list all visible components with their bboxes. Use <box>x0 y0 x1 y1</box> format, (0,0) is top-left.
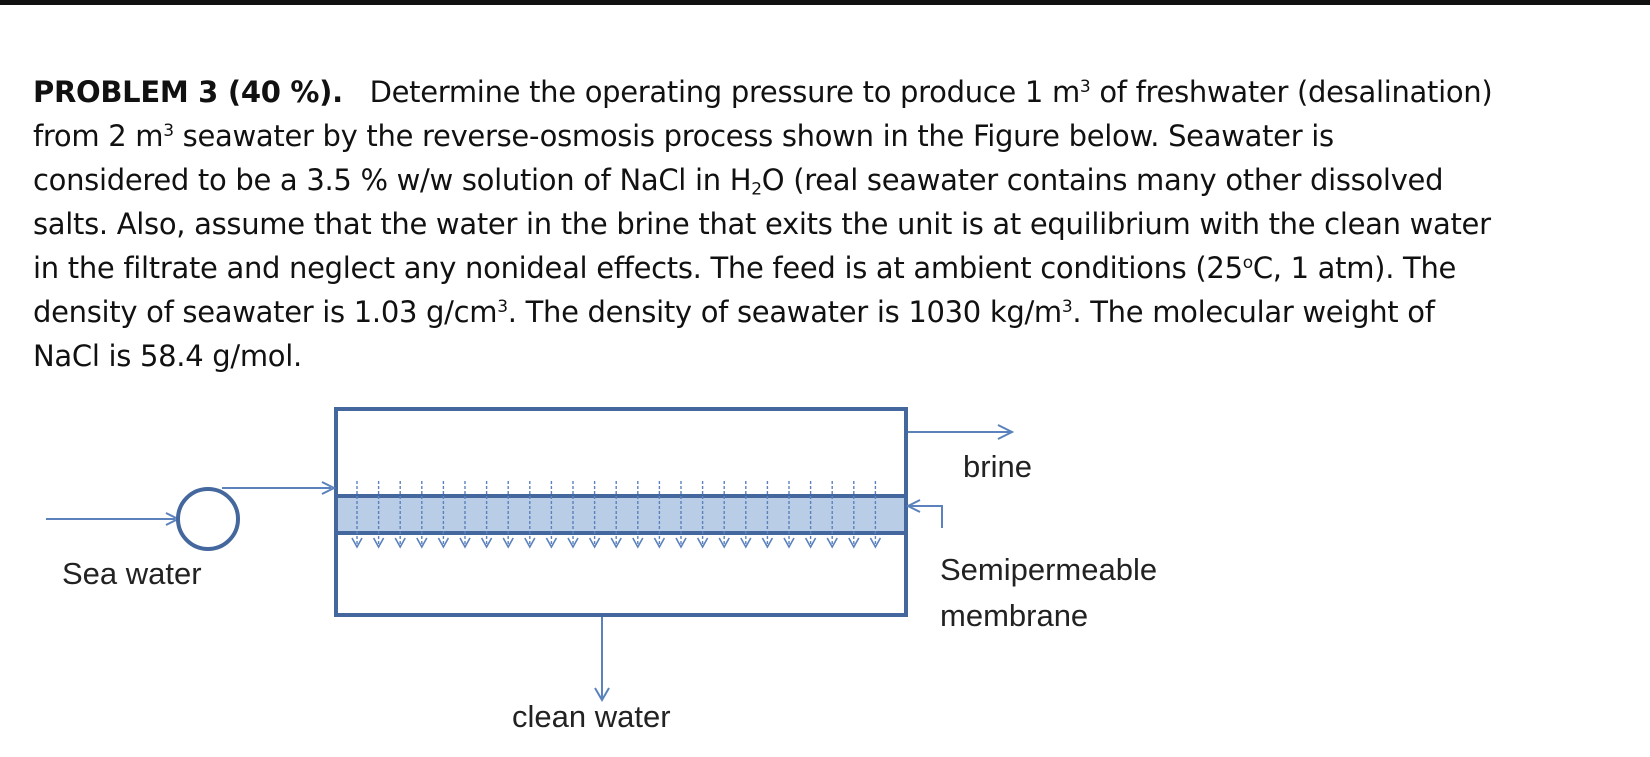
permeate-flow-arrows <box>351 481 882 549</box>
permeate-arrowhead <box>459 537 471 549</box>
permeate-arrowhead <box>783 537 795 549</box>
clean-water-label: clean water <box>512 699 671 734</box>
clean-water-outlet-arrowhead <box>594 687 610 702</box>
semipermeable-membrane <box>338 496 904 533</box>
ro-vessel <box>334 407 908 617</box>
reverse-osmosis-diagram: Sea water brine Semipermeable membrane c… <box>46 407 1157 734</box>
problem-line-7: NaCl is 58.4 g/mol. <box>33 339 302 373</box>
permeate-arrowhead <box>416 537 428 549</box>
pump-outlet-arrowhead <box>321 481 337 495</box>
problem-line-3: considered to be a 3.5 % w/w solution of… <box>33 163 1444 200</box>
permeate-arrowhead <box>394 537 406 549</box>
membrane-pointer-line <box>910 505 943 528</box>
permeate-arrowhead <box>437 537 450 549</box>
membrane-label-line-1: Semipermeable <box>940 552 1157 587</box>
permeate-arrowhead <box>740 537 752 549</box>
problem-statement: PROBLEM 3 (40 %). Determine the operatin… <box>33 70 1633 378</box>
permeate-arrowhead <box>869 537 882 549</box>
permeate-arrowhead <box>761 537 774 549</box>
permeate-arrowhead <box>653 537 666 549</box>
permeate-arrowhead <box>718 537 730 549</box>
top-edge-bar <box>0 0 1650 5</box>
permeate-arrowhead <box>567 537 579 549</box>
problem-line-1: PROBLEM 3 (40 %). Determine the operatin… <box>33 75 1493 109</box>
problem-line-5: in the filtrate and neglect any nonideal… <box>33 251 1457 285</box>
permeate-arrowhead <box>632 537 644 549</box>
permeate-arrowhead <box>524 537 536 549</box>
permeate-arrowhead <box>610 537 622 549</box>
permeate-arrowhead <box>848 537 860 549</box>
problem-heading: PROBLEM 3 (40 %). <box>33 75 343 109</box>
brine-outlet-arrowhead <box>997 424 1015 440</box>
brine-label: brine <box>963 449 1032 484</box>
membrane-pointer-arrowhead <box>905 499 921 513</box>
permeate-arrowhead <box>826 537 838 549</box>
problem-line-6: density of seawater is 1.03 g/cm3. The d… <box>33 295 1435 329</box>
permeate-arrowhead <box>351 537 363 549</box>
permeate-arrowhead <box>675 537 687 549</box>
permeate-arrowhead <box>545 537 558 549</box>
sea-water-label: Sea water <box>62 556 202 591</box>
pump-icon <box>176 487 240 551</box>
membrane-label-line-2: membrane <box>940 598 1088 633</box>
permeate-arrowhead <box>372 537 385 549</box>
permeate-arrowhead <box>502 537 514 549</box>
problem-line-2: from 2 m3 seawater by the reverse-osmosi… <box>33 119 1334 153</box>
permeate-arrowhead <box>696 537 709 549</box>
permeate-arrowhead <box>804 537 817 549</box>
permeate-arrowhead <box>480 537 493 549</box>
permeate-arrowhead <box>588 537 601 549</box>
problem-line-4: salts. Also, assume that the water in th… <box>33 207 1491 241</box>
